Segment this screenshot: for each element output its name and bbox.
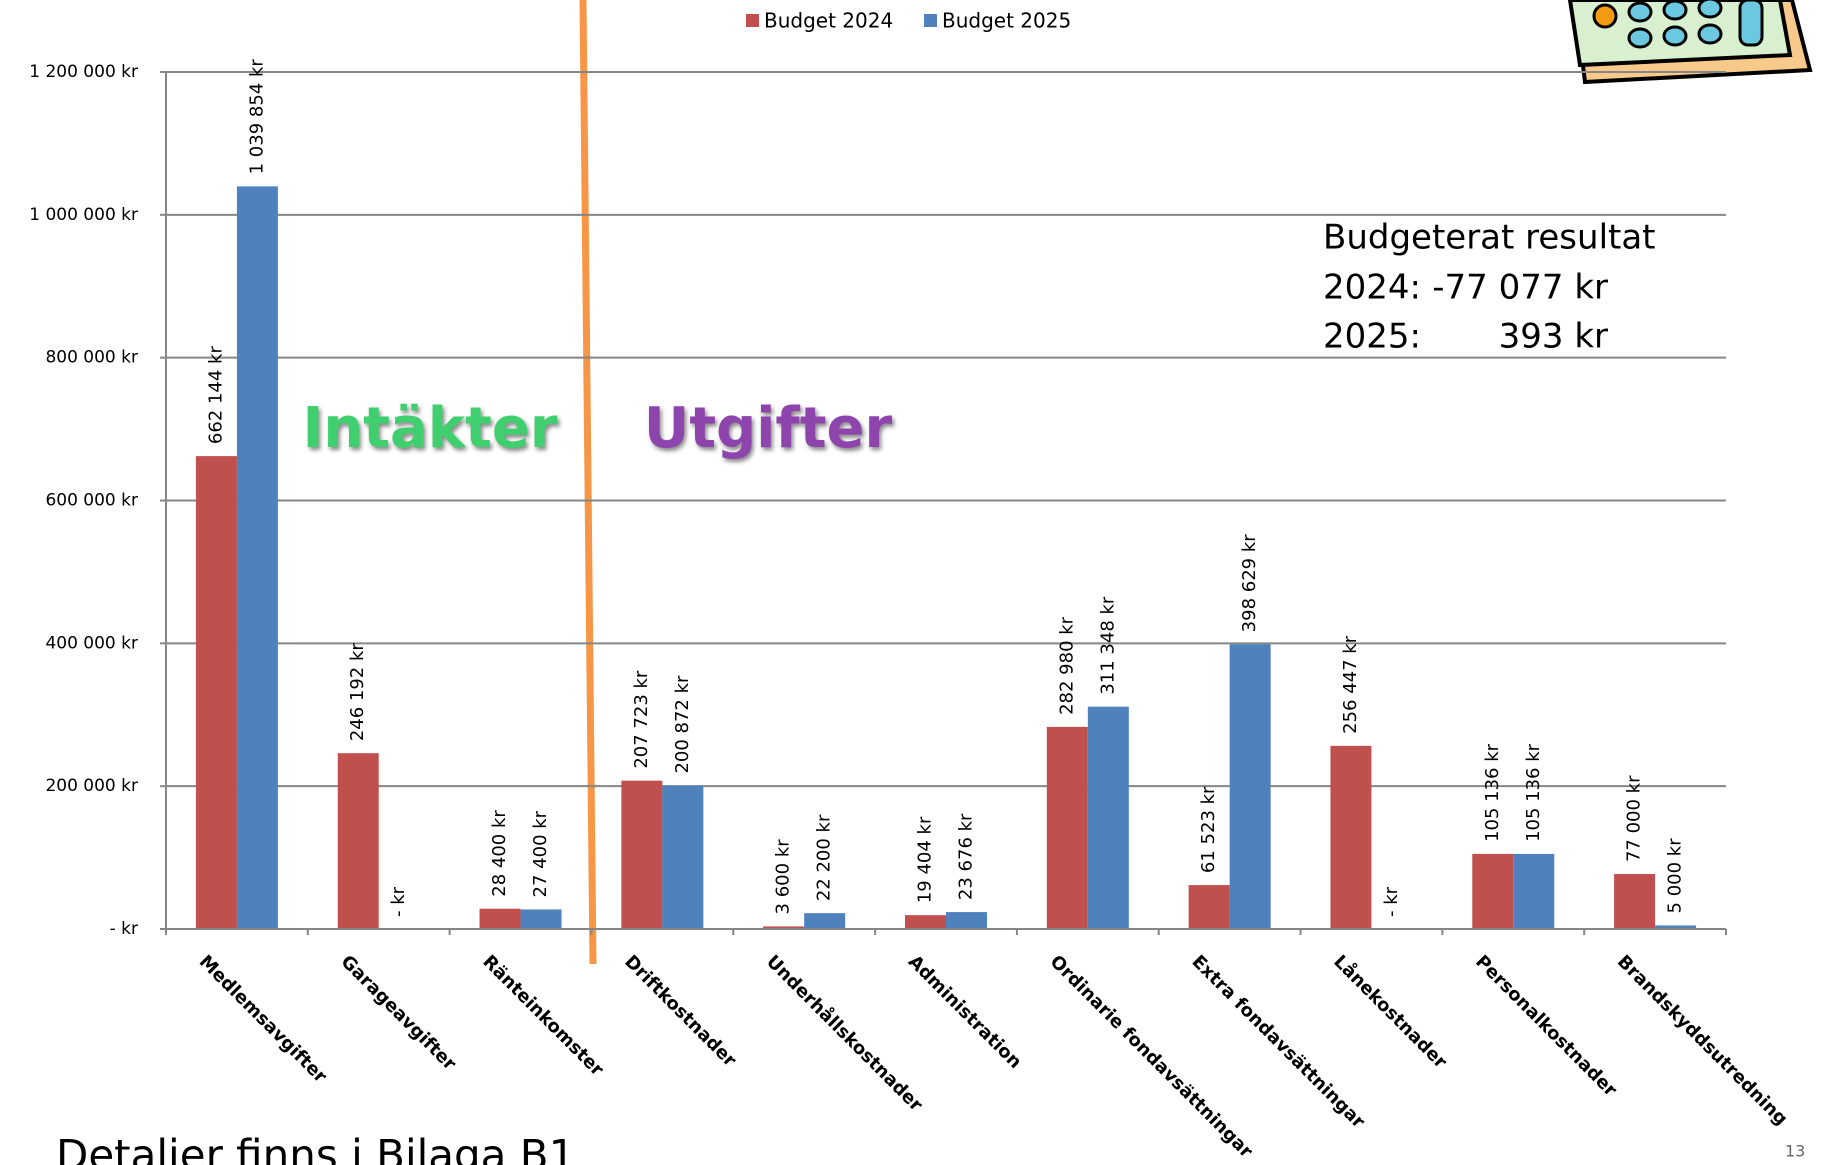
x-tick-label: Lånekostnader bbox=[1329, 951, 1451, 1073]
bar bbox=[1189, 885, 1230, 929]
bar bbox=[662, 786, 703, 929]
value-label: 105 136 kr bbox=[1482, 743, 1503, 842]
value-label: 282 980 kr bbox=[1056, 616, 1077, 715]
y-tick-label: 200 000 kr bbox=[45, 776, 138, 796]
bar bbox=[1472, 854, 1513, 929]
value-label: 22 200 kr bbox=[814, 814, 835, 901]
value-label: 246 192 kr bbox=[347, 643, 368, 742]
divider bbox=[583, 0, 593, 964]
bar bbox=[1513, 854, 1554, 929]
x-tick-label: Personalkostnader bbox=[1471, 951, 1621, 1101]
value-label: 1 039 854 kr bbox=[246, 59, 267, 175]
value-label: 27 400 kr bbox=[530, 810, 551, 897]
result-value: -77 077 kr bbox=[1432, 268, 1608, 308]
x-tick-label: Medlemsavgifter bbox=[195, 951, 331, 1087]
legend-swatch bbox=[924, 14, 937, 27]
value-label: 256 447 kr bbox=[1340, 635, 1361, 734]
x-tick-label: Ränteinkomster bbox=[478, 951, 607, 1080]
legend: Budget 2024 Budget 2025 bbox=[746, 9, 1071, 33]
x-tick-label: Driftkostnader bbox=[620, 951, 740, 1071]
bar bbox=[480, 909, 521, 929]
value-label: 61 523 kr bbox=[1198, 786, 1219, 873]
expense-label: Utgifter bbox=[644, 396, 893, 461]
value-label: 207 723 kr bbox=[631, 670, 652, 769]
footer-text: Detaljer finns i Bilaga B1 bbox=[56, 1131, 575, 1165]
bar bbox=[1330, 746, 1371, 929]
value-label: 398 629 kr bbox=[1239, 534, 1260, 633]
legend-swatch bbox=[746, 14, 759, 27]
bar bbox=[946, 912, 987, 929]
x-tick-label: Administration bbox=[904, 951, 1026, 1073]
income-label: Intäkter bbox=[303, 396, 558, 461]
bar bbox=[1088, 707, 1129, 929]
value-label: 311 348 kr bbox=[1097, 596, 1118, 695]
calculator-icon bbox=[1570, 0, 1810, 82]
bar bbox=[621, 781, 662, 929]
bar bbox=[196, 456, 237, 929]
bar bbox=[521, 909, 562, 929]
value-label: 200 872 kr bbox=[672, 675, 693, 774]
value-label: 77 000 kr bbox=[1624, 775, 1645, 862]
x-tick-label: Underhållskostnader bbox=[762, 951, 927, 1116]
value-label: 105 136 kr bbox=[1523, 743, 1544, 842]
value-label: 28 400 kr bbox=[489, 810, 510, 897]
bar bbox=[1614, 874, 1655, 929]
chart: - kr 200 000 kr 400 000 kr 600 000 kr 800 00… bbox=[0, 0, 1825, 1165]
result-title: Budgeterat resultat bbox=[1323, 218, 1656, 258]
bar bbox=[1047, 727, 1088, 929]
y-tick-label: 400 000 kr bbox=[45, 633, 138, 653]
y-tick-label: - kr bbox=[110, 919, 138, 939]
legend-label: Budget 2024 bbox=[764, 9, 893, 33]
y-tick-label: 800 000 kr bbox=[45, 348, 138, 368]
x-tick-label: Garageavgifter bbox=[337, 951, 460, 1074]
result-year: 2025: bbox=[1323, 317, 1421, 357]
value-label: - kr bbox=[1381, 886, 1402, 917]
value-label: 19 404 kr bbox=[915, 816, 936, 903]
value-label: 5 000 kr bbox=[1665, 838, 1686, 914]
legend-label: Budget 2025 bbox=[942, 9, 1071, 33]
bar bbox=[338, 753, 379, 929]
value-label: 662 144 kr bbox=[205, 346, 226, 445]
value-label: - kr bbox=[388, 886, 409, 917]
y-tick-label: 1 000 000 kr bbox=[29, 205, 138, 225]
result-value: 393 kr bbox=[1499, 317, 1608, 357]
value-label: 23 676 kr bbox=[956, 813, 977, 900]
result-year: 2024: bbox=[1323, 268, 1421, 308]
bar bbox=[804, 913, 845, 929]
y-tick-label: 1 200 000 kr bbox=[29, 62, 138, 82]
bar bbox=[237, 186, 278, 929]
x-tick-label: Brandskyddsutredning bbox=[1613, 951, 1791, 1129]
bar bbox=[905, 915, 946, 929]
bar bbox=[1230, 644, 1271, 929]
y-tick-label: 600 000 kr bbox=[45, 491, 138, 511]
page-number: 13 bbox=[1785, 1142, 1805, 1161]
value-label: 3 600 kr bbox=[773, 839, 794, 915]
